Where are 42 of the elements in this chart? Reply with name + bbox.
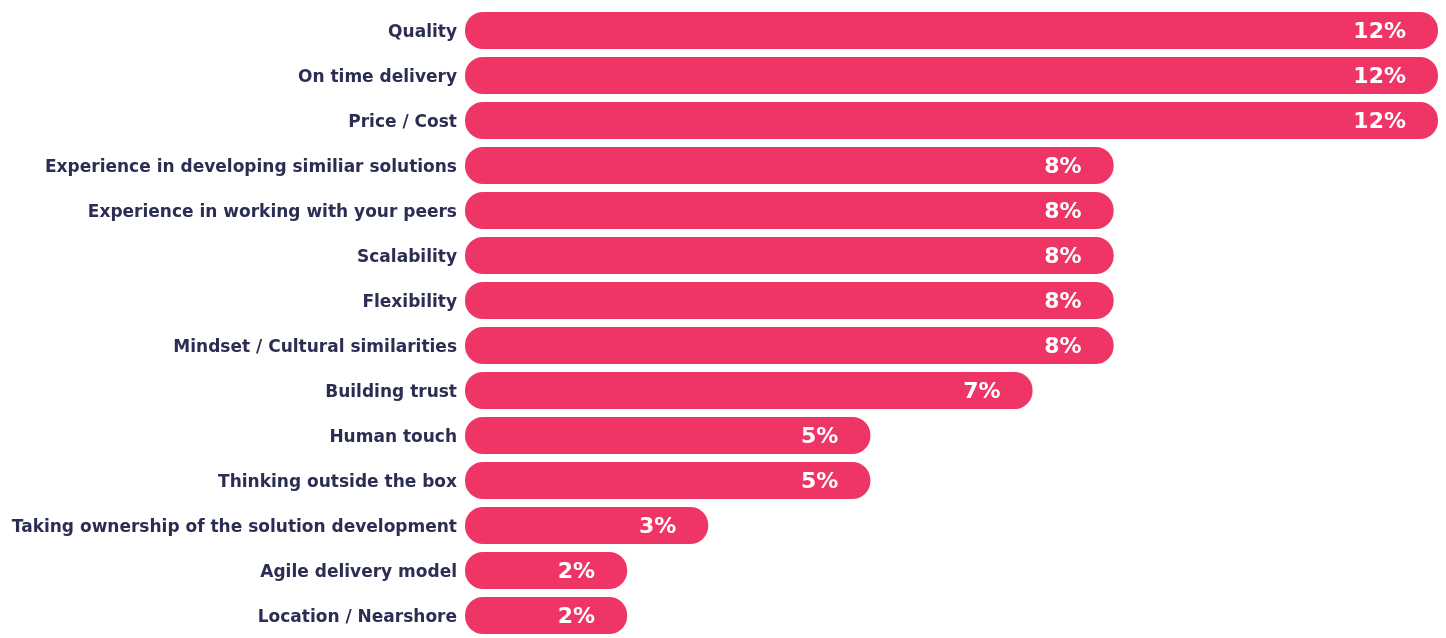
bar <box>465 102 1438 139</box>
data-label: 7% <box>963 378 1001 403</box>
y-tick-label: Building trust <box>325 380 457 401</box>
y-tick-label: Flexibility <box>362 290 457 311</box>
y-tick-label: Mindset / Cultural similarities <box>173 335 457 356</box>
y-tick-label: Agile delivery model <box>260 560 457 581</box>
data-label: 8% <box>1044 288 1082 313</box>
y-tick-label: On time delivery <box>297 65 457 86</box>
data-label: 2% <box>557 558 596 583</box>
y-tick-label: Scalability <box>357 245 457 266</box>
data-label: 12% <box>1353 63 1406 88</box>
bar <box>465 417 871 454</box>
bar <box>465 507 709 544</box>
data-label: 12% <box>1353 108 1406 133</box>
data-label: 5% <box>801 423 839 448</box>
y-tick-label: Experience in working with your peers <box>87 200 457 221</box>
bar <box>465 192 1114 229</box>
data-label: 3% <box>638 513 677 538</box>
bar <box>465 597 628 634</box>
data-label: 12% <box>1353 18 1406 43</box>
bar <box>465 147 1114 184</box>
bar <box>465 12 1438 49</box>
y-tick-label: Taking ownership of the solution development <box>11 515 457 536</box>
data-label: 8% <box>1044 198 1082 223</box>
bar <box>465 57 1438 94</box>
data-label: 5% <box>801 468 839 493</box>
bar <box>465 327 1114 364</box>
bar <box>465 372 1033 409</box>
data-label: 8% <box>1044 333 1082 358</box>
data-label: 8% <box>1044 153 1082 178</box>
y-tick-label: Quality <box>388 20 457 41</box>
bar <box>465 237 1114 274</box>
y-tick-label: Price / Cost <box>348 110 457 131</box>
bar <box>465 462 871 499</box>
bar <box>465 552 628 589</box>
y-tick-label: Location / Nearshore <box>257 605 457 626</box>
data-label: 8% <box>1044 243 1082 268</box>
y-tick-label: Human touch <box>329 425 457 446</box>
y-tick-label: Thinking outside the box <box>218 470 458 491</box>
y-tick-label: Experience in developing similiar solutions <box>45 155 457 176</box>
data-label: 2% <box>557 603 596 628</box>
bar <box>465 282 1114 319</box>
